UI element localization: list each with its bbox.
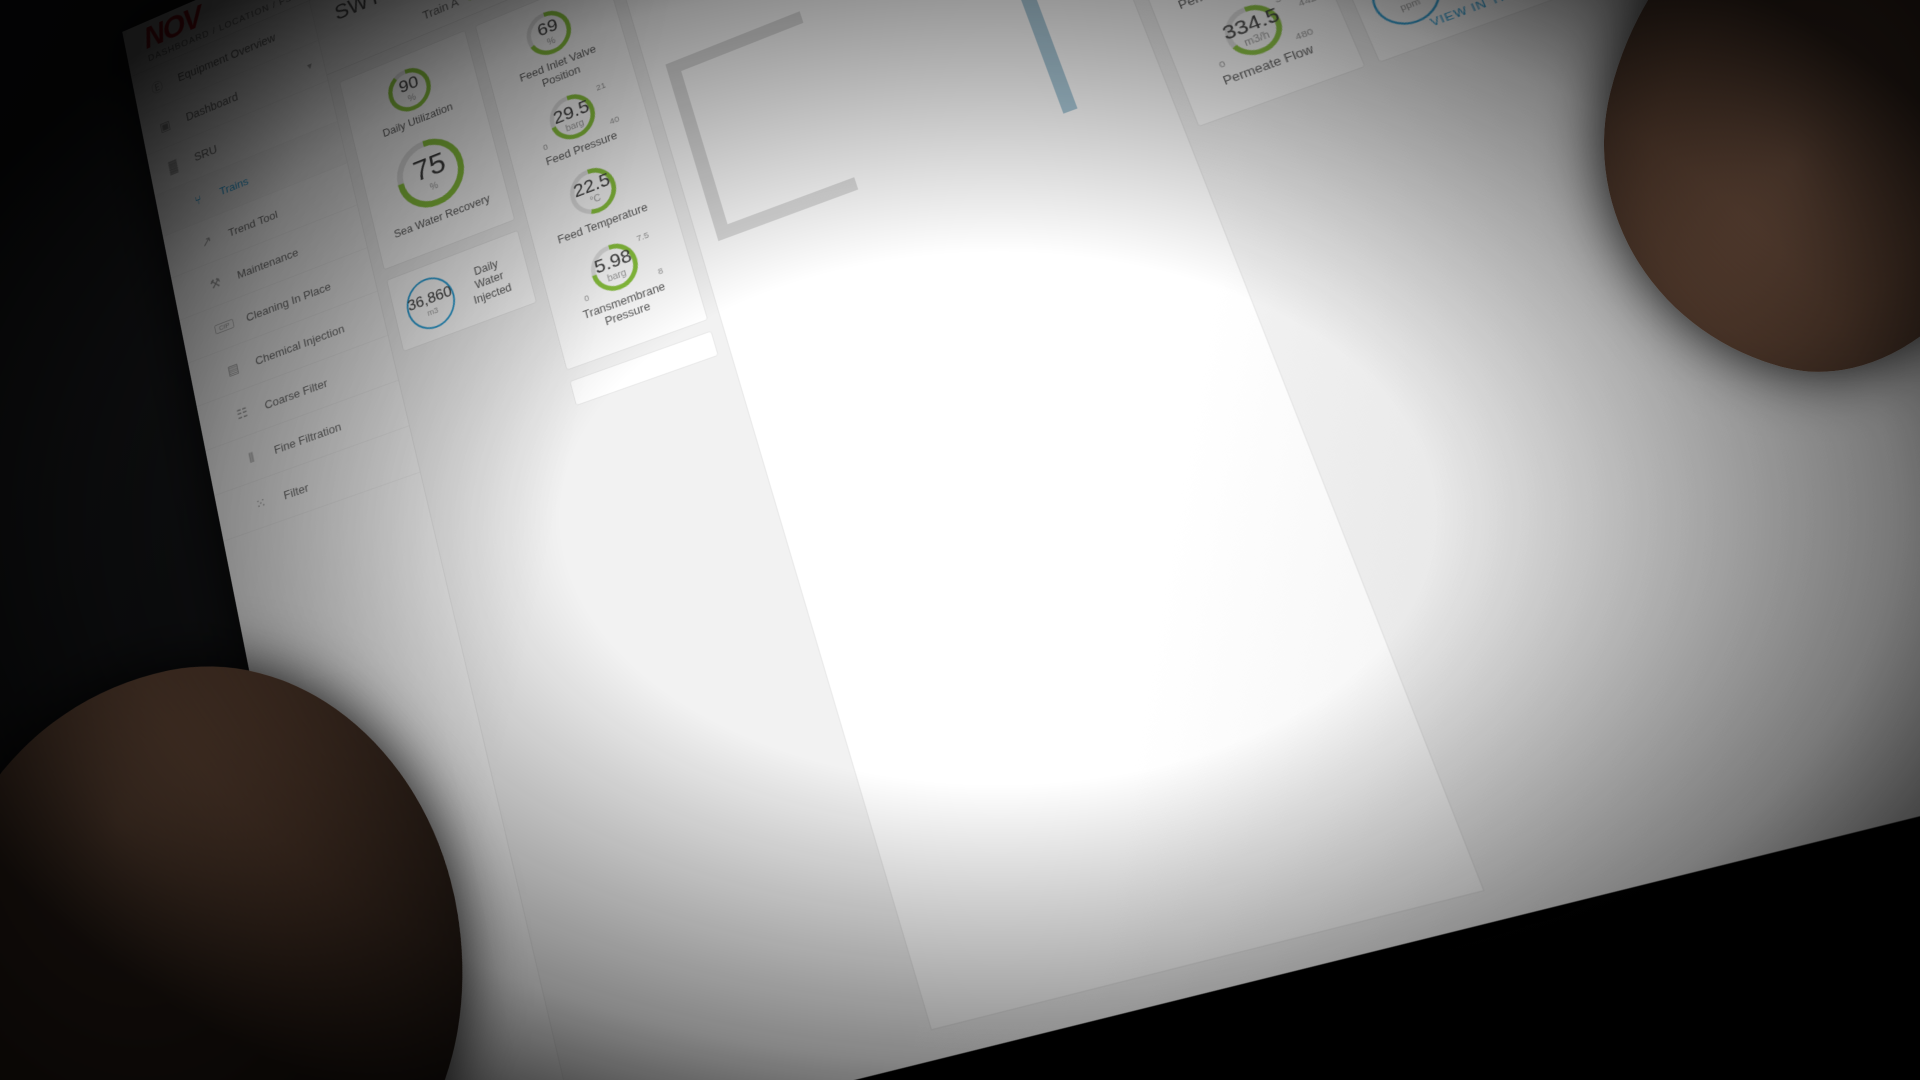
sidebar-item-label: Coarse Filter [263,375,329,412]
sidebar-item-label: Trend Tool [227,207,279,239]
sidebar-item-label: Maintenance [235,245,300,282]
gauge-scale-range: 40 [608,114,621,128]
train-icon: ⑂ [193,192,203,209]
filter-icon: ☷ [235,404,250,423]
gauge-scale-max: 7.5 [635,229,650,244]
sidebar-item-label: SRU [193,142,219,164]
gauge-scale-max: 21 [595,80,607,94]
sidebar-item-label: Filter [282,480,310,502]
sidebar-item-label: Fine Filtration [272,419,343,457]
gauge-scale-min: 0 [542,142,550,154]
filter2-icon: ⁙ [254,494,268,514]
o2-unit: ppm [1398,0,1422,13]
tab-label: Train A [421,0,460,22]
daily-water-injected-gauge: 36,860 m3 [401,270,461,337]
chevron-down-icon[interactable]: ▾ [306,59,314,73]
gauge-scale-min: 0 [583,292,591,304]
gauge-scale-max: 346 [1273,0,1294,5]
sidebar-item-label: Dashboard [184,89,240,124]
left-gauge-list: 90% Daily Utilization 75% Sea Water Recover… [354,47,497,244]
injection-icon: ▤ [226,360,241,379]
sidebar-item-label: Trains [218,174,250,198]
cip-icon: CIP [213,318,235,335]
circle-e-icon: Ⓔ [150,78,165,97]
sru-icon: ▓ [167,158,179,175]
pipe-segment-blue [968,0,1078,114]
water-injected-label: Daily Water Injected [472,257,513,307]
fine-filter-icon: ⦀ [247,449,256,467]
gauge-permeate-flow: 334.5m3/h3464420480Permeate Flow [1177,0,1339,97]
wrench-icon: ⚒ [208,275,223,293]
gauge-scale-min: 0 [1217,58,1227,71]
pipe-segment [665,11,804,77]
gauge-scale-range: 8 [656,265,665,277]
chart-line-icon: ↗ [200,233,214,251]
gauge-scale-range: 480 [1293,26,1315,43]
status-dot-icon [465,0,477,2]
pipe-segment [714,177,858,242]
gauge-scale-max2: 442 [1296,0,1318,9]
grid-icon: ▣ [158,118,172,136]
